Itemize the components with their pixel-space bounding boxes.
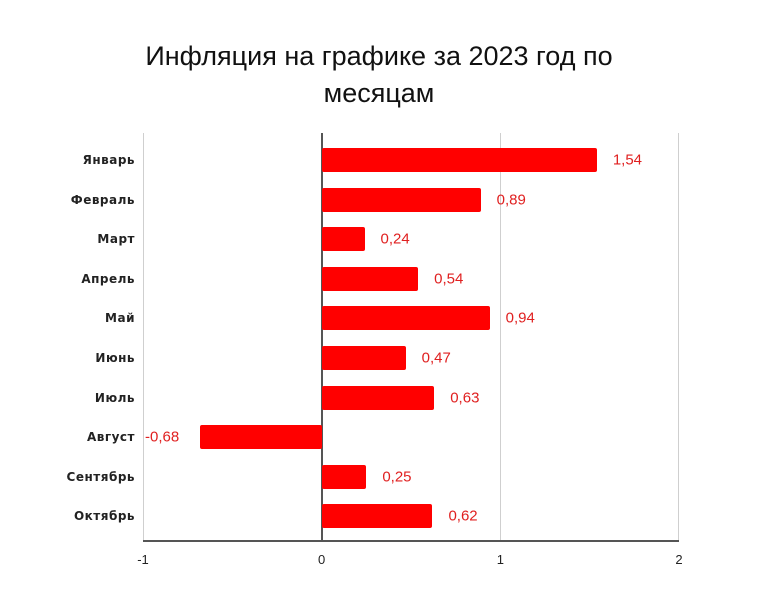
gridline-2 — [678, 133, 679, 542]
category-label: Январь — [82, 153, 135, 167]
category-label: Май — [105, 311, 135, 326]
title-line-2: месяцам — [323, 78, 435, 108]
value-label: 0,89 — [496, 191, 526, 209]
category-label: Апрель — [81, 271, 135, 286]
gridline-minus-1 — [143, 133, 144, 542]
category-label: Июнь — [95, 351, 135, 365]
value-label: 0,24 — [380, 230, 410, 248]
bar — [321, 227, 365, 252]
x-tick-label: 0 — [318, 552, 326, 567]
gridline-1 — [500, 133, 501, 542]
bar — [321, 266, 419, 291]
bar — [321, 464, 367, 489]
bar — [321, 187, 481, 212]
category-label: Февраль — [70, 192, 135, 207]
zero-axis-line — [321, 133, 323, 542]
bar — [321, 504, 433, 529]
bar — [321, 148, 597, 172]
value-label: 0,63 — [450, 389, 480, 407]
title-line-1: Инфляция на графике за 2023 год по — [145, 41, 613, 71]
value-label: 0,62 — [448, 507, 478, 525]
value-label: 0,25 — [382, 468, 412, 486]
value-label: -0,68 — [145, 428, 180, 446]
category-label: Март — [97, 232, 135, 247]
chart-title: Инфляция на графике за 2023 год по месяц… — [0, 38, 758, 112]
x-tick-label: 2 — [675, 552, 683, 567]
category-label: Август — [86, 430, 135, 445]
bar — [321, 306, 490, 331]
bar — [200, 425, 322, 450]
value-label: 0,54 — [434, 270, 464, 288]
bar — [321, 346, 406, 370]
x-axis-line — [143, 540, 679, 542]
x-tick-label: -1 — [137, 552, 149, 567]
value-label: 0,47 — [421, 349, 451, 367]
value-label: 0,94 — [505, 309, 535, 327]
bar — [321, 385, 435, 410]
category-label: Октябрь — [73, 509, 135, 524]
category-label: Сентябрь — [66, 469, 135, 484]
x-tick-label: 1 — [496, 552, 504, 567]
plot-area — [143, 133, 679, 542]
value-label: 1,54 — [612, 151, 643, 169]
category-label: Июль — [94, 390, 135, 405]
